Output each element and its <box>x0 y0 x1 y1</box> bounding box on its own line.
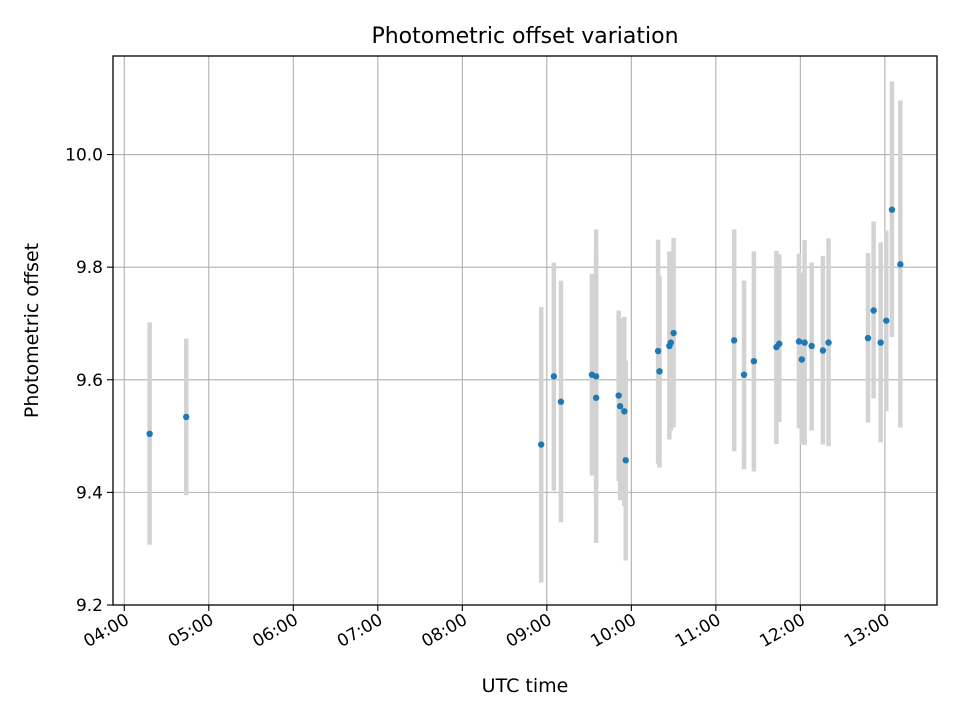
x-tick-label: 12:00 <box>756 610 808 652</box>
y-tick-label: 9.4 <box>76 483 103 503</box>
data-point <box>667 339 674 346</box>
x-axis-label: UTC time <box>482 675 569 697</box>
data-point <box>654 347 662 355</box>
x-tick-label: 13:00 <box>841 610 893 652</box>
data-point <box>592 394 600 401</box>
x-axis-ticks: 04:00 05:00 06:00 07:00 08:00 09:00 10:00 11:00… <box>80 605 893 652</box>
data-points <box>146 206 904 464</box>
y-tick-label: 10.0 <box>65 146 103 166</box>
chart-title: Photometric offset variation <box>371 24 678 49</box>
data-point <box>616 403 624 410</box>
data-point <box>622 457 629 464</box>
data-point <box>615 392 622 399</box>
data-point <box>557 398 565 405</box>
data-point <box>592 373 600 380</box>
data-point <box>870 307 877 314</box>
data-point <box>825 339 832 346</box>
y-axis-label: Photometric offset <box>21 243 43 418</box>
x-tick-label: 06:00 <box>249 610 301 652</box>
data-point <box>656 368 663 375</box>
data-point <box>801 339 808 346</box>
y-tick-label: 9.2 <box>76 596 103 616</box>
x-tick-label: 10:00 <box>587 610 639 652</box>
data-point <box>897 261 904 268</box>
data-point <box>670 329 677 337</box>
data-point <box>537 441 545 448</box>
y-axis-ticks: 9.2 9.4 9.6 9.8 10.0 <box>65 146 113 616</box>
data-point <box>183 413 190 421</box>
data-point <box>877 339 884 346</box>
data-point <box>888 206 896 213</box>
data-point <box>819 347 827 354</box>
y-tick-label: 9.8 <box>76 258 103 278</box>
x-tick-label: 05:00 <box>165 610 217 652</box>
data-point <box>740 371 748 378</box>
x-tick-label: 08:00 <box>418 610 470 652</box>
data-point <box>730 337 738 344</box>
data-point <box>750 357 758 365</box>
x-tick-label: 11:00 <box>672 610 724 652</box>
data-point <box>795 338 803 345</box>
data-point <box>883 317 890 324</box>
data-point <box>146 430 153 438</box>
data-point <box>798 356 805 363</box>
error-bars <box>147 81 903 583</box>
data-point <box>621 408 628 415</box>
data-point <box>808 342 815 350</box>
data-point <box>550 373 558 380</box>
data-point <box>776 340 783 347</box>
data-point <box>864 334 872 342</box>
plot-frame <box>112 55 938 606</box>
x-tick-label: 07:00 <box>334 610 386 652</box>
x-tick-label: 04:00 <box>80 610 132 652</box>
x-tick-label: 09:00 <box>503 610 555 652</box>
y-tick-label: 9.6 <box>76 371 103 391</box>
